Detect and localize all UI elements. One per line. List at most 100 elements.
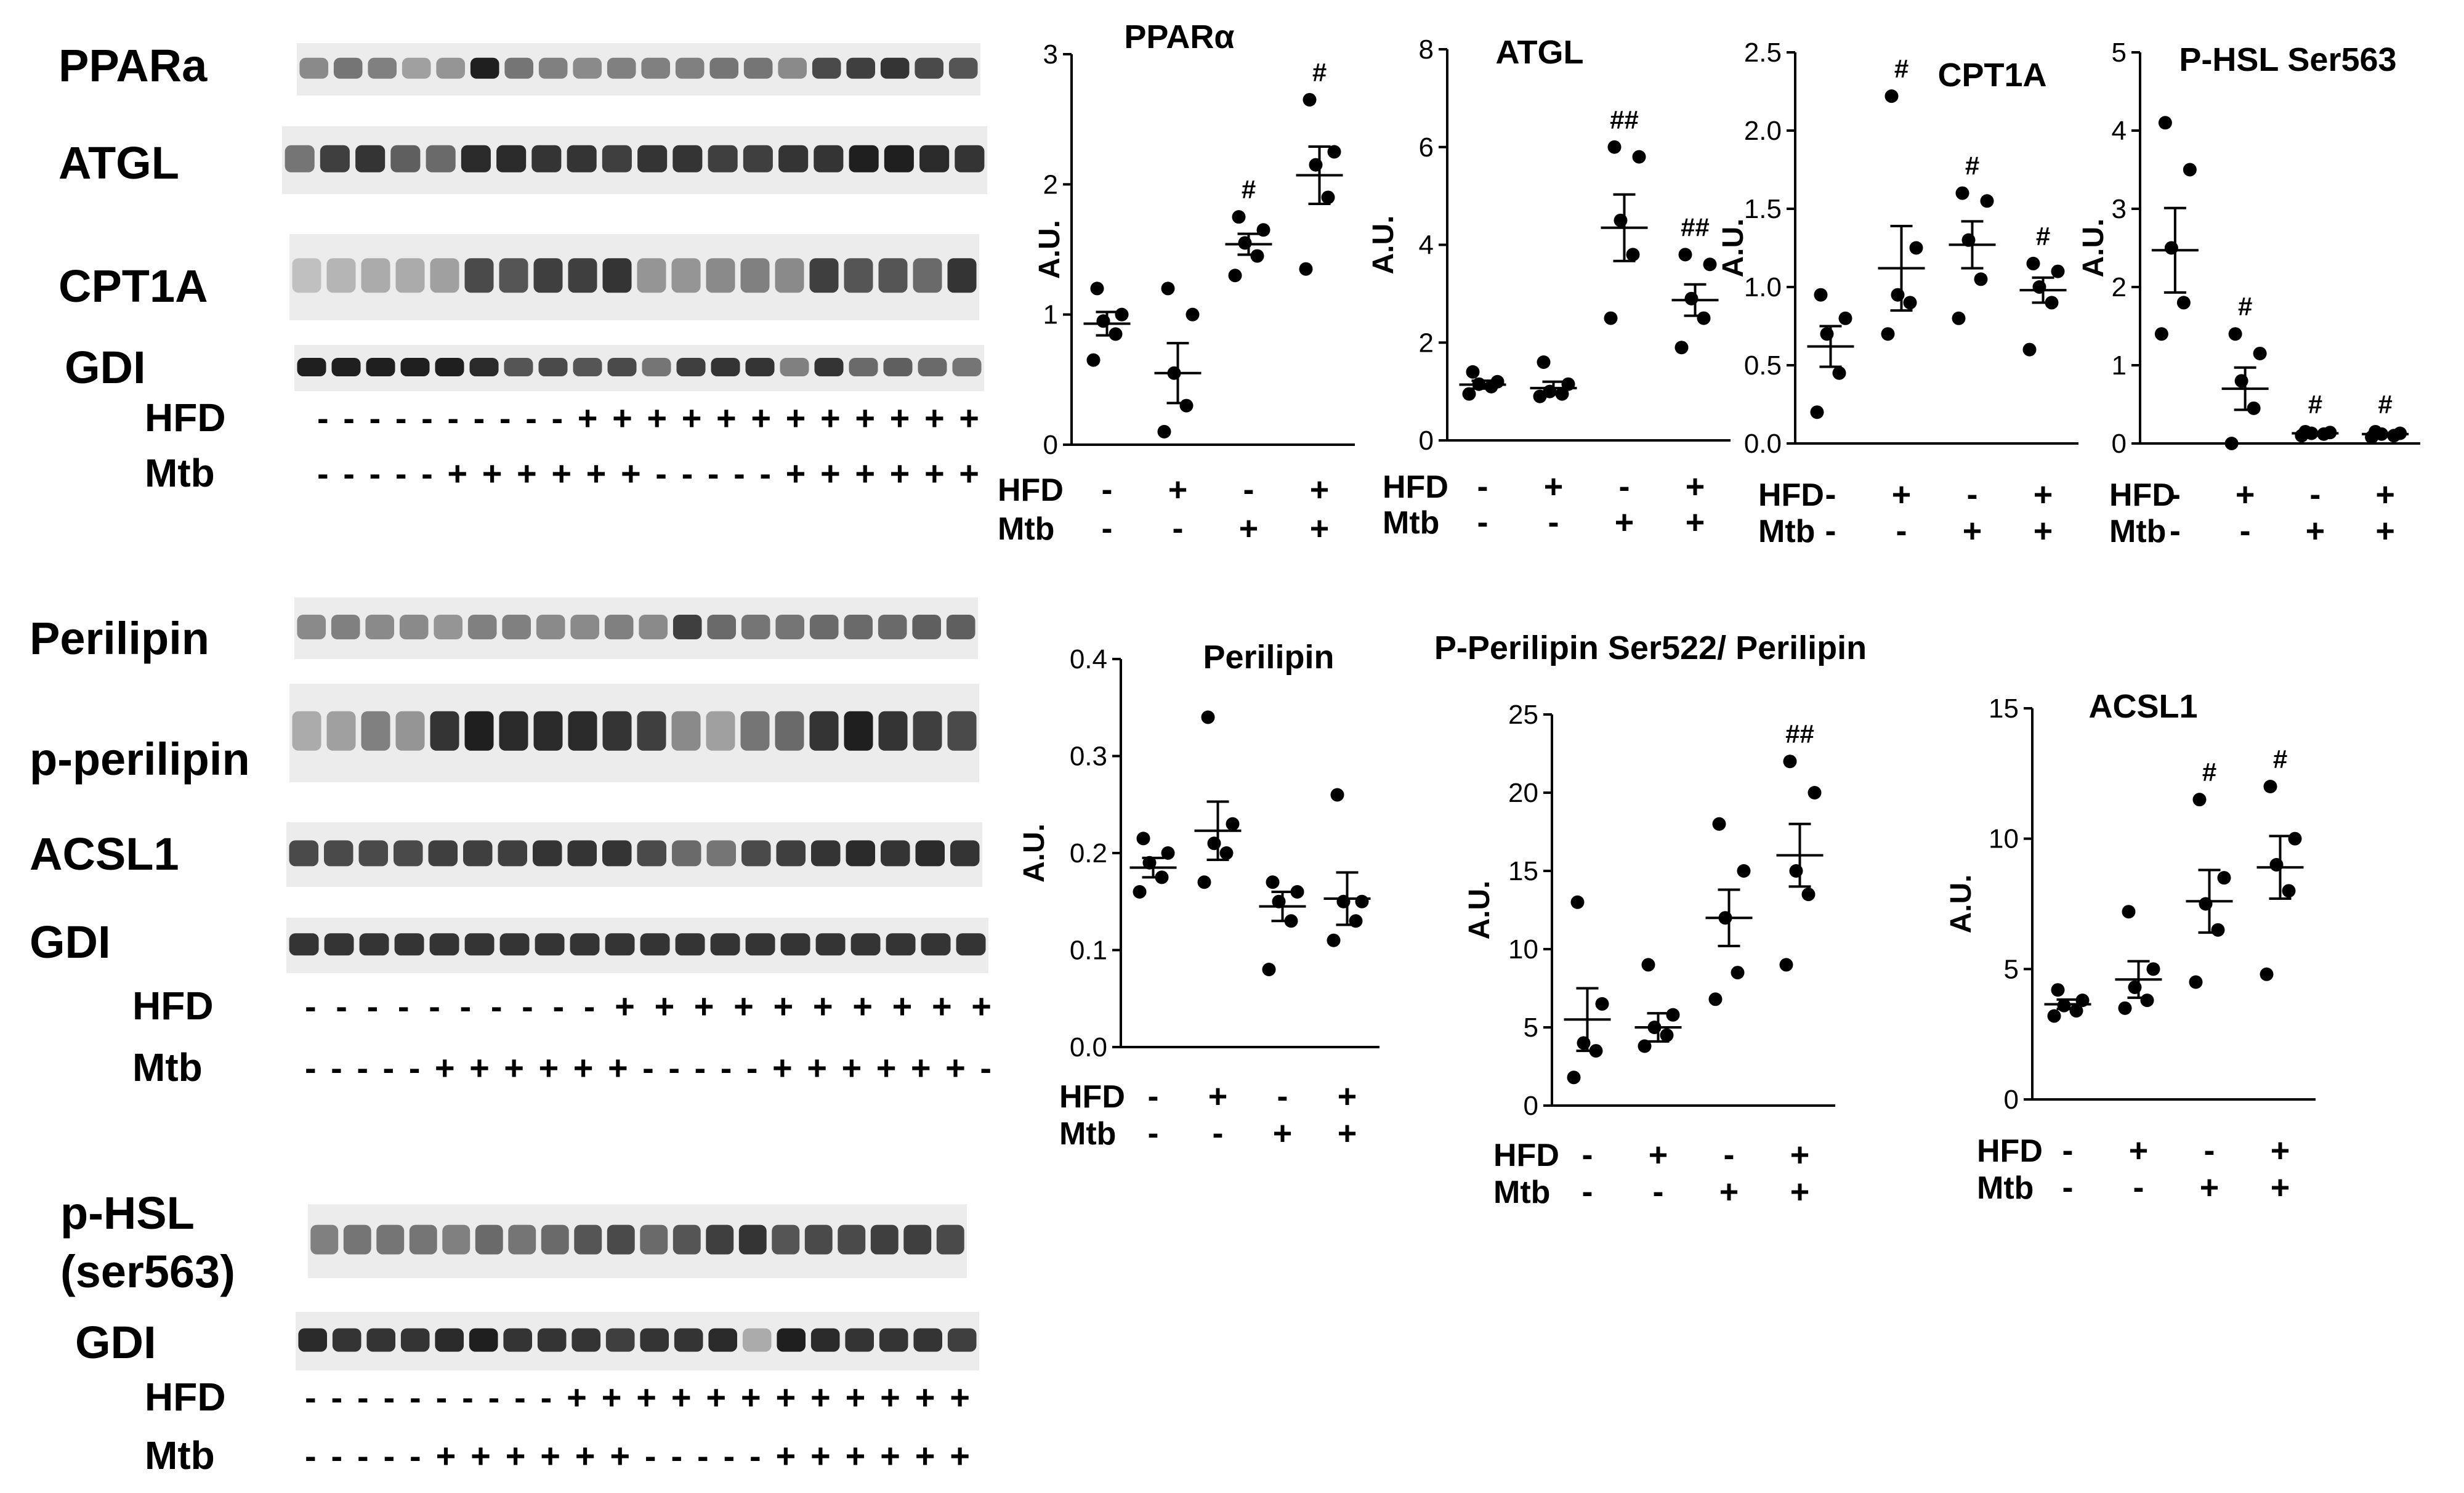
data-point [1226, 817, 1240, 831]
hfd-sign: + [2375, 476, 2395, 513]
blot-band [400, 1328, 430, 1352]
blot-band [567, 145, 597, 172]
blot-band [355, 145, 386, 172]
blot-band [845, 1328, 874, 1352]
blot-band [671, 711, 701, 751]
chart-title: PPARα [1124, 18, 1234, 55]
blot-band [708, 1328, 737, 1352]
y-tick-label: 3 [1043, 39, 1058, 70]
group-1 [1154, 281, 1202, 439]
blot-band [674, 1328, 703, 1352]
data-point [1570, 895, 1585, 909]
data-point [2122, 905, 2136, 919]
blot-band [641, 57, 670, 79]
group-1: # [2221, 292, 2269, 450]
data-point [1201, 710, 1215, 724]
hfd-sign-row: ----------++++++++++ [305, 987, 992, 1026]
mtb-sign: + [1963, 512, 1982, 549]
blot-band [811, 840, 841, 867]
blot-cpt1a: CPT1A [59, 234, 979, 320]
blot-band [956, 933, 986, 956]
y-axis-label: A.U. [2077, 219, 2110, 278]
blot-band [426, 145, 456, 172]
group-1 [1634, 958, 1682, 1053]
data-point [1779, 958, 1793, 972]
data-point [1466, 365, 1480, 379]
mtb-label: Mtb [145, 451, 215, 495]
blot-band [602, 840, 632, 867]
mtb-sign-row: -----++++++-----++++++- [305, 1048, 992, 1087]
blot-band [496, 145, 527, 172]
blot-band [950, 840, 980, 867]
blot-band [878, 615, 907, 639]
data-point [1638, 1039, 1652, 1053]
y-tick-label: 6 [1419, 132, 1434, 163]
blot-band [883, 358, 913, 376]
hfd-row-label: HFD [998, 472, 1064, 508]
group-3 [1323, 788, 1371, 947]
blot-band [537, 1328, 567, 1352]
blot-band [778, 57, 807, 79]
mtb-sign: + [1686, 504, 1705, 541]
data-point [1660, 1028, 1674, 1042]
mtb-sign: - [1548, 504, 1559, 541]
data-point [1462, 387, 1476, 401]
data-point [2022, 342, 2037, 357]
hfd-sign: + [1686, 468, 1705, 505]
data-point [1626, 248, 1640, 262]
blot-band [711, 358, 740, 376]
chart-title: P-HSL Ser563 [2179, 41, 2396, 78]
y-tick-label: 2 [2112, 272, 2127, 302]
hfd-label: HFD [145, 1375, 226, 1419]
condition-row-c1: HFD Mtb ----------++++++++++++ -----++++++-… [145, 395, 979, 495]
blot-band [394, 840, 423, 867]
y-tick-label: 1 [1043, 300, 1058, 330]
y-tick-label: 0 [2004, 1085, 2019, 1115]
data-point [1607, 140, 1622, 154]
blot-band [878, 258, 908, 293]
blot-band [399, 615, 429, 639]
blot-band [778, 145, 809, 172]
data-point [1133, 885, 1147, 899]
group-0 [1129, 831, 1177, 899]
blot-band [708, 145, 738, 172]
data-point [1219, 846, 1234, 860]
hfd-sign: - [1967, 476, 1978, 513]
blot-band [637, 258, 666, 293]
blot-band [947, 711, 977, 751]
y-tick-label: 0 [1524, 1091, 1538, 1121]
blot-band [464, 933, 495, 956]
blot-band [602, 711, 632, 751]
hfd-sign: + [1544, 468, 1564, 505]
blot-band [884, 145, 914, 172]
blot-band [640, 1224, 668, 1255]
blot-band [814, 145, 844, 172]
data-point [2069, 1004, 2083, 1018]
blot-band [299, 57, 328, 79]
blot-band [310, 1224, 339, 1255]
group-0 [1459, 365, 1506, 401]
blot-band [358, 840, 388, 867]
blot-band [948, 57, 978, 79]
blot-band [849, 145, 879, 172]
y-tick-label: 1.5 [1744, 194, 1782, 224]
y-axis-label: A.U. [1367, 216, 1400, 275]
blot-band [780, 358, 809, 376]
blot-label: CPT1A [59, 261, 208, 312]
hfd-sign: - [1619, 468, 1630, 505]
hfd-sign: + [1208, 1078, 1228, 1115]
group-0 [1807, 288, 1854, 419]
blot-band [331, 358, 361, 376]
data-point [2118, 1001, 2132, 1015]
y-tick-label: 10 [1508, 934, 1538, 965]
blot-band [709, 57, 738, 79]
data-point [2260, 967, 2274, 981]
blot-band [913, 711, 942, 751]
data-point [1179, 399, 1194, 413]
blot-band [498, 840, 527, 867]
mtb-row-label: Mtb [998, 511, 1054, 547]
data-point [2211, 923, 2225, 937]
mtb-sign: - [2170, 512, 2181, 549]
